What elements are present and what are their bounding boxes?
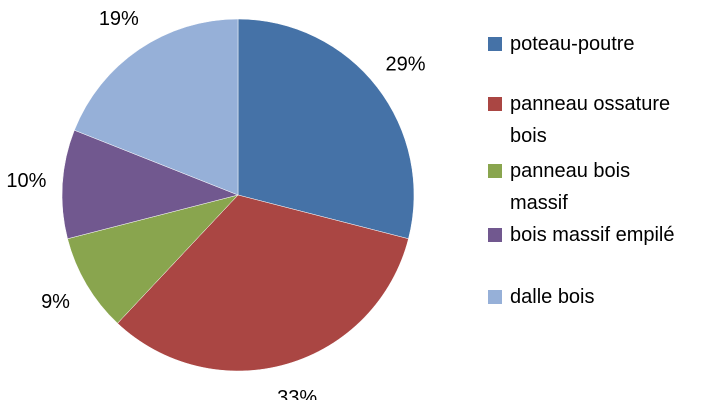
legend-item: panneau ossature bois <box>488 88 685 152</box>
legend-swatch <box>488 290 502 304</box>
data-label: 19% <box>99 8 139 30</box>
legend-swatch <box>488 228 502 242</box>
legend-swatch <box>488 97 502 111</box>
data-label: 10% <box>6 170 46 192</box>
legend-item: poteau-poutre <box>488 28 685 60</box>
legend-item: panneau bois massif <box>488 155 685 219</box>
legend-swatch <box>488 37 502 51</box>
legend-item: bois massif empilé <box>488 219 685 251</box>
data-label: 33% <box>277 387 317 400</box>
data-label: 29% <box>385 53 425 75</box>
legend-swatch <box>488 164 502 178</box>
data-label: 9% <box>41 291 70 313</box>
legend-label: poteau-poutre <box>510 33 635 55</box>
legend-label: panneau bois massif <box>510 160 631 214</box>
pie-slice <box>67 194 239 324</box>
pie-slice <box>237 18 415 240</box>
pie-slice <box>61 129 239 240</box>
legend-label: bois massif empilé <box>510 224 675 246</box>
legend-label: dalle bois <box>510 286 595 308</box>
pie-slice <box>117 194 409 372</box>
legend-label: panneau ossature bois <box>510 93 671 147</box>
legend-item: dalle bois <box>488 281 685 313</box>
pie-slice <box>74 18 239 196</box>
